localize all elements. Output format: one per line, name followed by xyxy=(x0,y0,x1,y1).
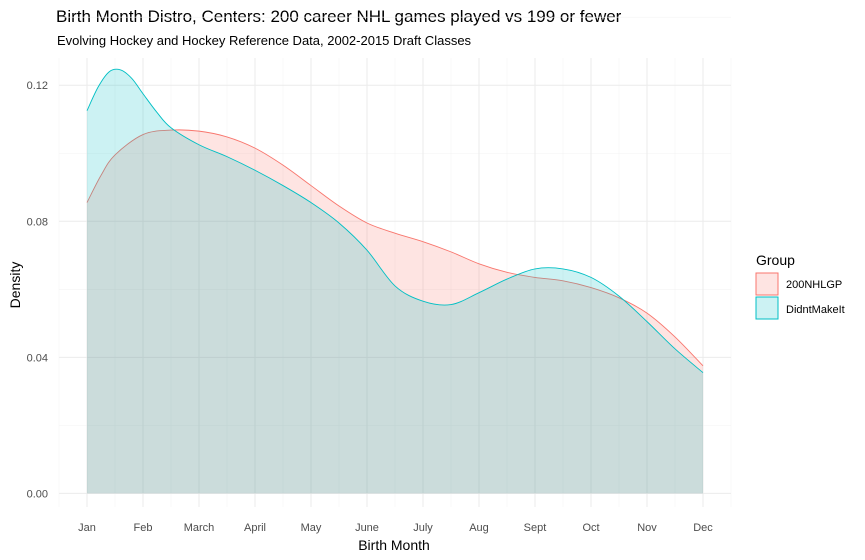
x-tick-label: Oct xyxy=(582,522,599,534)
x-tick-label: April xyxy=(244,522,266,534)
legend-key-didntmakeit xyxy=(755,296,779,320)
chart-subtitle: Evolving Hockey and Hockey Reference Dat… xyxy=(57,33,472,48)
x-axis-title: Birth Month xyxy=(358,537,430,553)
chart-title: Birth Month Distro, Centers: 200 career … xyxy=(56,7,622,26)
y-tick-label: 0.12 xyxy=(27,80,48,92)
legend-label-200nhlgp: 200NHLGP xyxy=(786,279,842,291)
y-tick-label: 0.04 xyxy=(27,352,48,364)
x-tick-label: Nov xyxy=(637,522,657,534)
legend-label-didntmakeit: DidntMakeIt xyxy=(786,304,845,316)
x-tick-label: Jan xyxy=(78,522,96,534)
legend-title: Group xyxy=(756,252,795,268)
density-line-didntmakeit xyxy=(86,68,704,373)
density-areas xyxy=(86,68,704,494)
y-tick-label: 0.00 xyxy=(27,488,48,500)
y-tick-label: 0.08 xyxy=(27,216,48,228)
density-line-200nhlgp xyxy=(86,129,704,367)
legend-key-200nhlgp xyxy=(755,272,779,296)
x-tick-label: June xyxy=(355,522,379,534)
y-tick-labels: 0.00 0.04 0.08 0.12 xyxy=(27,80,48,500)
x-tick-label: Feb xyxy=(134,522,153,534)
x-tick-labels: Jan Feb March April May June July Aug Sept Oct Nov… xyxy=(78,522,713,534)
grid xyxy=(58,16,732,507)
density-fill-didntmakeit xyxy=(87,69,703,494)
x-tick-label: July xyxy=(413,522,433,534)
x-tick-label: Sept xyxy=(524,522,547,534)
x-tick-label: March xyxy=(184,522,215,534)
y-axis-title: Density xyxy=(7,262,23,309)
density-fill-200nhlgp xyxy=(87,129,703,494)
x-tick-label: Aug xyxy=(469,522,489,534)
x-tick-label: May xyxy=(301,522,322,534)
legend: Group 200NHLGP DidntMakeIt xyxy=(755,252,845,320)
x-tick-label: Dec xyxy=(693,522,713,534)
